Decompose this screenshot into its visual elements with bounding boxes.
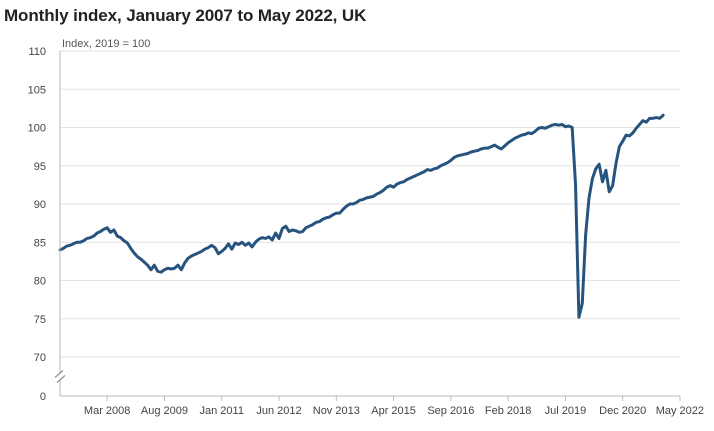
x-tick-label: Apr 2015 xyxy=(371,405,416,417)
y-tick-label: 90 xyxy=(34,199,46,211)
y-tick-label: 105 xyxy=(28,84,46,96)
series-line xyxy=(58,113,665,319)
x-tick-label: Sep 2016 xyxy=(427,405,474,417)
axis-break-mark xyxy=(54,370,64,378)
y-tick-label: 110 xyxy=(28,46,46,58)
x-tick-label: Jun 2012 xyxy=(256,405,301,417)
y-tick-label: 0 xyxy=(40,391,46,403)
series-lines xyxy=(58,113,665,319)
x-tick-label: Nov 2013 xyxy=(313,405,360,417)
x-tick-label: May 2022 xyxy=(656,405,704,417)
x-axis-ticks: Mar 2008 Aug 2009 Jan 2011 Jun 2012 Nov 2013… xyxy=(84,396,704,417)
y-tick-label: 80 xyxy=(34,276,46,288)
axes xyxy=(54,51,680,397)
y-tick-label: 70 xyxy=(34,352,46,364)
y-axis-ticks: 110 105 100 95 90 85 80 75 70 0 xyxy=(28,46,46,403)
x-tick-label: Dec 2020 xyxy=(599,405,646,417)
axis-break-gap xyxy=(54,372,66,381)
axis-break-mark xyxy=(56,375,66,383)
y-axis-unit-label: Index, 2019 = 100 xyxy=(62,38,150,50)
y-tick-label: 95 xyxy=(34,161,46,173)
x-tick-label: Aug 2009 xyxy=(141,405,188,417)
x-tick-label: Mar 2008 xyxy=(84,405,130,417)
x-tick-label: Jan 2011 xyxy=(200,405,244,417)
x-tick-label: Feb 2018 xyxy=(485,405,531,417)
y-tick-label: 75 xyxy=(34,314,46,326)
chart-title: Monthly index, January 2007 to May 2022,… xyxy=(4,6,367,25)
y-tick-label: 100 xyxy=(28,123,46,135)
y-tick-label: 85 xyxy=(34,237,46,249)
x-tick-label: Jul 2019 xyxy=(545,405,587,417)
